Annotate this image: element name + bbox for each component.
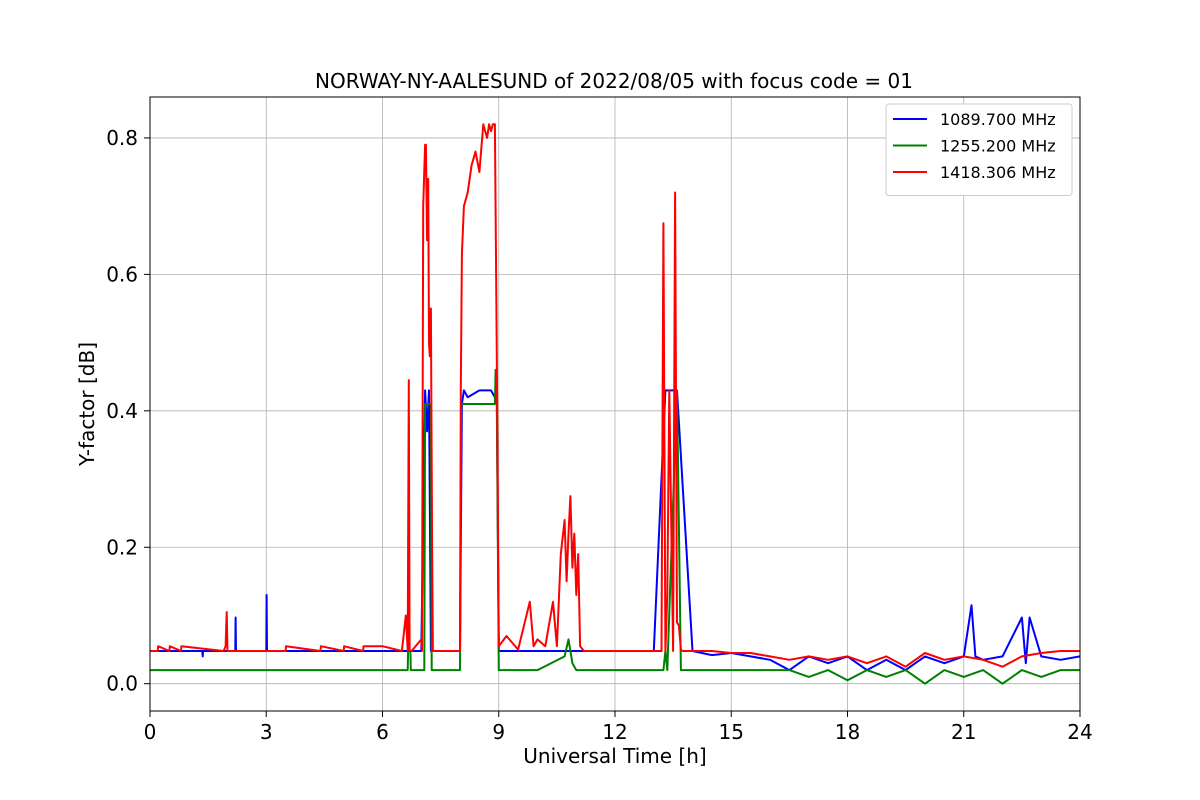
legend-label: 1418.306 MHz	[940, 163, 1056, 182]
x-tick-label: 0	[144, 720, 157, 744]
x-tick-label: 15	[719, 720, 744, 744]
x-tick-label: 9	[492, 720, 505, 744]
y-axis-label: Y-factor [dB]	[75, 342, 99, 467]
legend-label: 1255.200 MHz	[940, 137, 1056, 156]
series-line-3	[150, 123, 1080, 668]
x-axis-ticks: 0 3 6 9 12 15 18 21 24	[144, 711, 1093, 744]
y-tick-label: 0.4	[106, 399, 138, 423]
series-line-1	[150, 389, 1081, 672]
x-tick-label: 6	[376, 720, 389, 744]
x-tick-label: 18	[835, 720, 860, 744]
y-axis-ticks: 0.0 0.2 0.4 0.6 0.8	[106, 126, 150, 696]
y-tick-label: 0.2	[106, 535, 138, 559]
legend: 1089.700 MHz 1255.200 MHz 1418.306 MHz	[885, 103, 1073, 196]
y-tick-label: 0.6	[106, 262, 138, 286]
plot-area	[150, 123, 1081, 685]
y-tick-label: 0.0	[106, 672, 138, 696]
x-tick-label: 24	[1067, 720, 1092, 744]
x-tick-label: 12	[602, 720, 627, 744]
x-tick-label: 21	[951, 720, 976, 744]
x-axis-label: Universal Time [h]	[523, 744, 706, 768]
chart-title: NORWAY-NY-AALESUND of 2022/08/05 with fo…	[315, 69, 913, 93]
y-tick-label: 0.8	[106, 126, 138, 150]
x-tick-label: 3	[260, 720, 273, 744]
legend-label: 1089.700 MHz	[940, 110, 1056, 129]
legend-box	[885, 103, 1073, 196]
